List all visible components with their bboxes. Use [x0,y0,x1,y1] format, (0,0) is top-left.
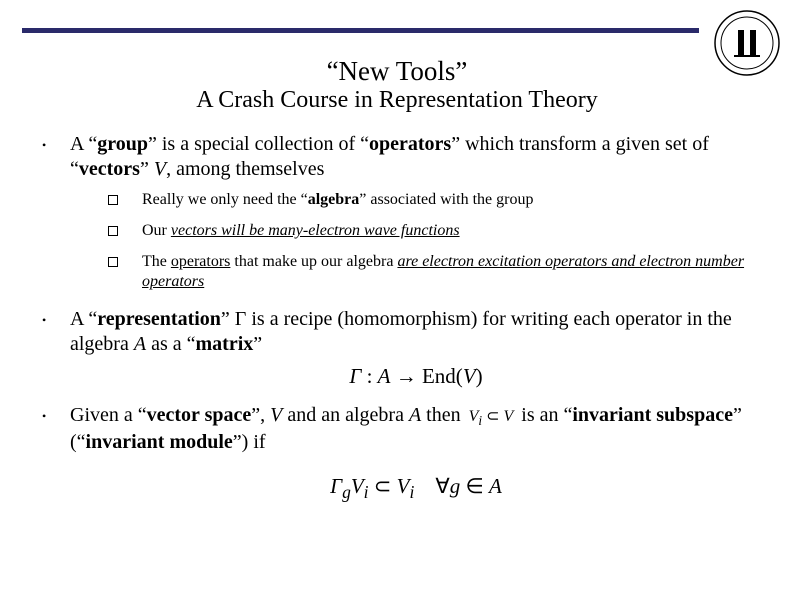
sub-bullet-3: The operators that make up our algebra a… [98,252,762,294]
bullet-3: Given a “vector space”, V and an algebra… [32,403,762,504]
header-rule [22,28,699,33]
sub-bullet-1: Really we only need the “algebra” associ… [98,190,762,211]
bullet-1: A “group” is a special collection of “op… [32,132,762,293]
sub-bullet-list: Really we only need the “algebra” associ… [98,190,762,293]
bullet-2: A “representation” Γ is a recipe (homomo… [32,307,762,389]
sub-bullet-2: Our vectors will be many-electron wave f… [98,221,762,242]
equation-1: Γ : A → End(V) [70,363,762,389]
slide-title: “New Tools” [22,56,772,87]
equation-2: ΓgVi ⊂ Vi ∀g ∈ A [70,473,762,504]
bullet-list: A “group” is a special collection of “op… [32,132,762,504]
slide-subtitle: A Crash Course in Representation Theory [22,87,772,114]
slide-content: “New Tools” A Crash Course in Representa… [22,50,772,518]
equation-inline: Vi ⊂ V [466,408,517,425]
